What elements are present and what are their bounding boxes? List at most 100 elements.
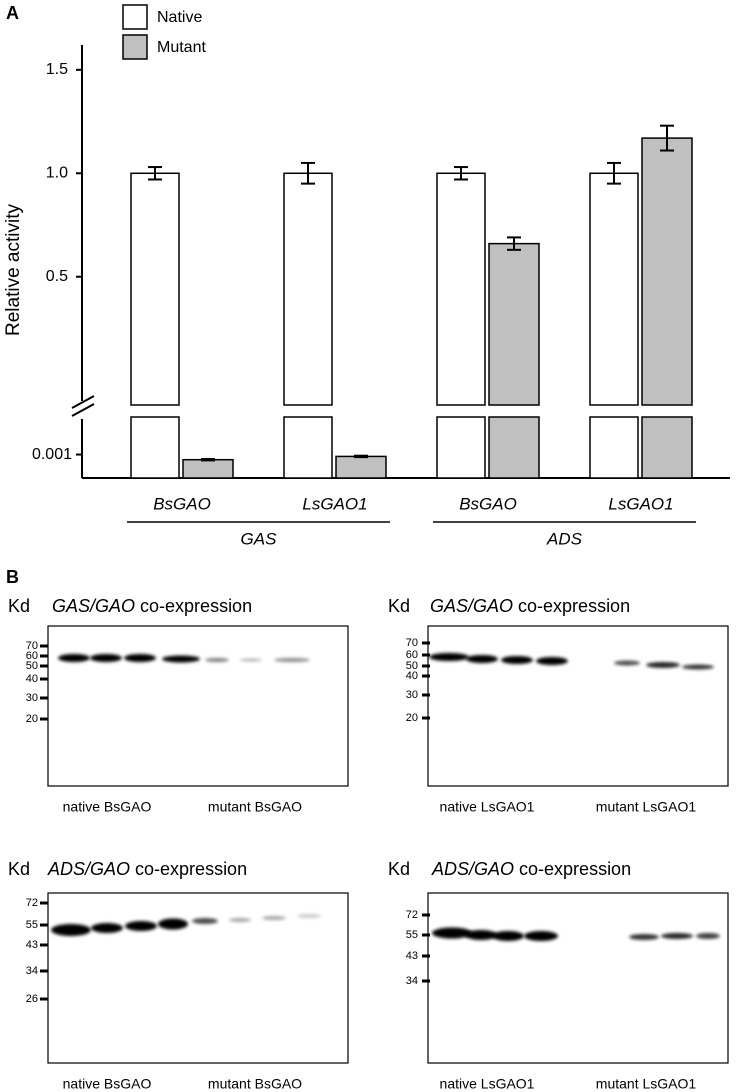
band xyxy=(466,655,498,663)
lane-label: native LsGAO1 xyxy=(440,799,535,815)
band xyxy=(661,933,693,939)
blot-unit: Kd xyxy=(388,596,410,616)
band xyxy=(262,916,286,920)
band xyxy=(229,918,251,922)
band xyxy=(465,930,497,940)
blot-title: GAS/GAO co-expression xyxy=(52,596,252,616)
lane-label: mutant BsGAO xyxy=(208,799,302,815)
marker-label: 50 xyxy=(26,660,38,672)
x-tick-label: BsGAO xyxy=(153,494,211,513)
marker-label: 60 xyxy=(26,650,38,662)
band xyxy=(646,662,680,668)
band xyxy=(91,923,123,933)
band xyxy=(205,658,229,662)
lane-label: mutant BsGAO xyxy=(208,1076,302,1092)
bar xyxy=(335,455,387,479)
y-tick-label: 1.5 xyxy=(46,61,68,78)
bar xyxy=(641,137,693,406)
marker-label: 34 xyxy=(26,965,38,977)
bar xyxy=(488,242,540,406)
blot-unit: Kd xyxy=(388,859,410,879)
blot-title-text: co-expression xyxy=(518,596,630,616)
band xyxy=(158,918,188,930)
marker-label: 55 xyxy=(406,929,418,941)
y-tick-label: 0.001 xyxy=(32,446,72,463)
error-bar xyxy=(354,454,368,459)
blot-unit: Kd xyxy=(8,859,30,879)
marker-label: 43 xyxy=(26,939,38,951)
group-label: ADS xyxy=(546,529,583,548)
y-tick-label: 0.5 xyxy=(46,268,68,285)
blot-title-text: co-expression xyxy=(140,596,252,616)
bar xyxy=(283,416,333,479)
band xyxy=(501,656,533,664)
band xyxy=(240,658,262,662)
band xyxy=(297,914,321,918)
group-label: GAS xyxy=(241,529,278,548)
blot-frame xyxy=(427,892,729,1064)
blot-title-text: co-expression xyxy=(519,859,631,879)
marker-label: 55 xyxy=(26,919,38,931)
blot-title-italic: GAS/GAO xyxy=(430,596,513,616)
marker-label: 60 xyxy=(406,649,418,661)
marker-label: 40 xyxy=(26,673,38,685)
x-tick-label: BsGAO xyxy=(459,494,517,513)
blot-title: ADS/GAO co-expression xyxy=(47,859,247,879)
band xyxy=(90,654,122,662)
band xyxy=(536,657,568,665)
band xyxy=(274,658,310,662)
marker-label: 34 xyxy=(406,975,418,987)
blot-frame xyxy=(427,625,729,787)
band xyxy=(432,927,472,939)
marker-label: 20 xyxy=(26,713,38,725)
panel-label: A xyxy=(6,3,19,23)
marker-label: 43 xyxy=(406,950,418,962)
bar xyxy=(488,416,540,479)
axis-break xyxy=(71,403,95,417)
lane-label: mutant LsGAO1 xyxy=(596,1076,697,1092)
error-bar xyxy=(301,161,315,185)
bar xyxy=(589,416,639,479)
band xyxy=(51,924,91,936)
marker-label: 70 xyxy=(406,637,418,649)
error-bar xyxy=(507,236,521,251)
y-axis-label: Relative activity xyxy=(3,204,24,336)
lane-label: mutant LsGAO1 xyxy=(596,799,697,815)
bar xyxy=(283,172,333,406)
blot-title: GAS/GAO co-expression xyxy=(430,596,630,616)
bar xyxy=(589,172,639,406)
marker-label: 50 xyxy=(406,660,418,672)
marker-label: 70 xyxy=(26,640,38,652)
error-bar xyxy=(148,166,162,181)
band xyxy=(524,931,558,941)
bar xyxy=(641,416,693,479)
marker-label: 72 xyxy=(406,909,418,921)
lane-label: native BsGAO xyxy=(63,799,152,815)
marker-label: 40 xyxy=(406,670,418,682)
bar xyxy=(130,172,180,406)
x-tick-label: LsGAO1 xyxy=(302,494,367,513)
legend-label: Native xyxy=(157,9,202,26)
blot-title-italic: GAS/GAO xyxy=(52,596,135,616)
band xyxy=(162,655,200,663)
error-bar xyxy=(660,124,674,152)
band xyxy=(696,933,720,939)
blot-title: ADS/GAO co-expression xyxy=(431,859,631,879)
band xyxy=(429,653,469,661)
band xyxy=(124,654,156,662)
error-bar xyxy=(201,457,215,462)
band xyxy=(58,654,90,662)
marker-label: 72 xyxy=(26,897,38,909)
bar xyxy=(436,172,486,406)
error-bar xyxy=(454,166,468,181)
blot-unit: Kd xyxy=(8,596,30,616)
panel-label: B xyxy=(6,567,19,587)
x-tick-label: LsGAO1 xyxy=(608,494,673,513)
legend-swatch xyxy=(122,4,148,30)
band xyxy=(492,931,524,941)
band xyxy=(629,934,659,940)
marker-label: 30 xyxy=(26,692,38,704)
y-tick-label: 1.0 xyxy=(46,164,68,181)
blot-title-text: co-expression xyxy=(135,859,247,879)
